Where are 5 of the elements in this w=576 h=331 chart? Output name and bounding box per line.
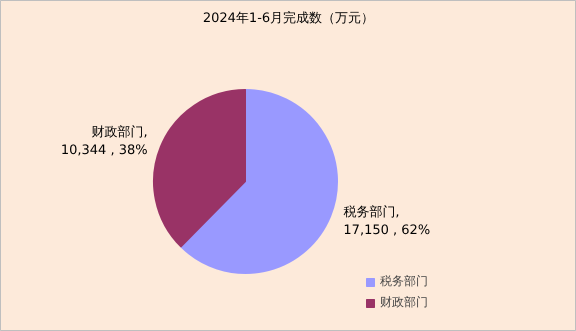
data-label: 税务部门, 17,150 , 62% xyxy=(343,204,430,238)
legend-label: 财政部门 xyxy=(380,294,428,311)
legend-label: 税务部门 xyxy=(380,273,428,290)
chart-title: 2024年1-6月完成数（万元） xyxy=(202,10,374,26)
data-label: 财政部门, 10,344 , 38% xyxy=(60,124,148,158)
